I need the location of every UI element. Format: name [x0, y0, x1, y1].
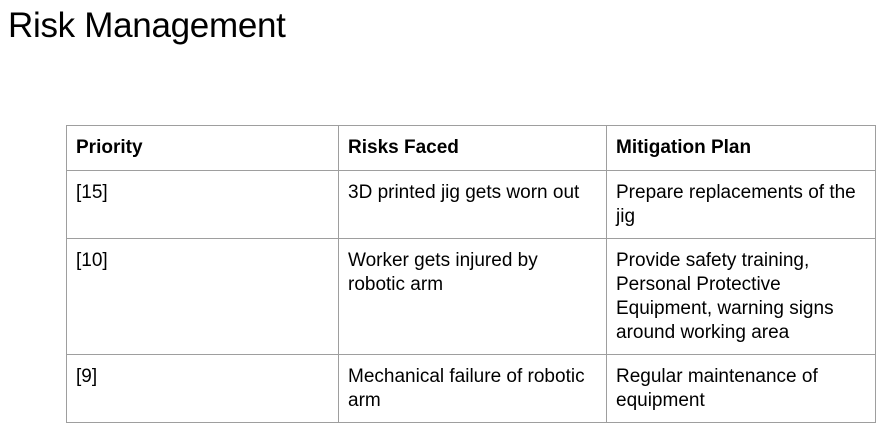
table-row: [15] 3D printed jig gets worn out Prepar…: [66, 170, 876, 239]
mitigation-cell: Prepare replacements of the jig: [606, 170, 876, 239]
risk-cell: 3D printed jig gets worn out: [338, 170, 607, 239]
risk-cell: Mechanical failure of robotic arm: [338, 354, 607, 423]
priority-cell: [10]: [66, 238, 339, 355]
page-title: Risk Management: [8, 6, 286, 45]
priority-cell: [9]: [66, 354, 339, 423]
header-risks-faced: Risks Faced: [338, 125, 607, 171]
mitigation-cell: Regular maintenance of equipment: [606, 354, 876, 423]
risk-table: Priority Risks Faced Mitigation Plan [15…: [66, 125, 876, 423]
mitigation-cell: Provide safety training, Personal Protec…: [606, 238, 876, 355]
table-header-row: Priority Risks Faced Mitigation Plan: [66, 125, 876, 171]
table-row: [10] Worker gets injured by robotic arm …: [66, 238, 876, 355]
risk-cell: Worker gets injured by robotic arm: [338, 238, 607, 355]
table-row: [9] Mechanical failure of robotic arm Re…: [66, 354, 876, 423]
header-mitigation-plan: Mitigation Plan: [606, 125, 876, 171]
priority-cell: [15]: [66, 170, 339, 239]
header-priority: Priority: [66, 125, 339, 171]
